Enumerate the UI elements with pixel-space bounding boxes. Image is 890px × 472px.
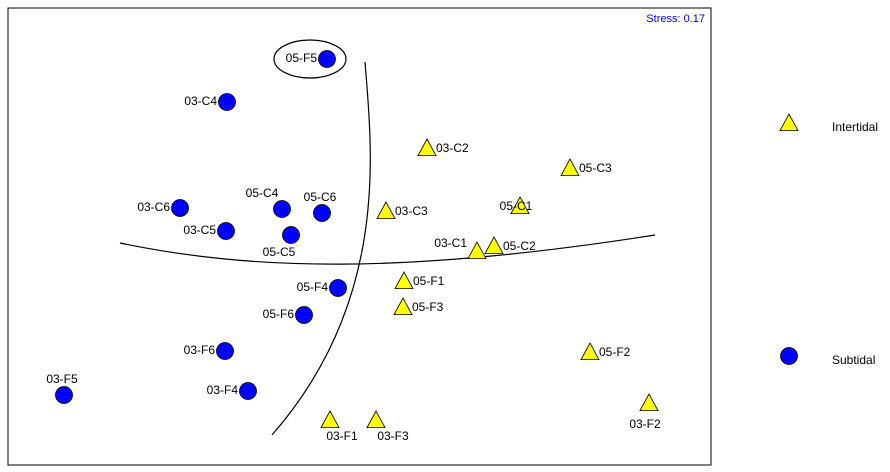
point-label: 05-C5 [263, 245, 296, 259]
legend-marker [779, 113, 799, 132]
data-point [239, 382, 257, 400]
plot-frame [7, 7, 712, 466]
data-point [318, 50, 336, 68]
point-label: 05-C6 [304, 190, 337, 204]
divider-curve [271, 61, 371, 436]
point-label: 03-F5 [46, 372, 78, 386]
data-point [313, 204, 331, 222]
data-point [273, 200, 291, 218]
legend-marker [780, 347, 798, 365]
point-label: 05-F2 [599, 345, 631, 359]
point-label: 05-F5 [286, 51, 318, 65]
data-point [484, 236, 504, 255]
point-label: 05-C2 [503, 239, 536, 253]
data-point [366, 410, 386, 429]
data-point [282, 226, 300, 244]
data-point [329, 279, 347, 297]
data-point [295, 306, 313, 324]
point-label: 05-F1 [413, 274, 445, 288]
data-point [217, 222, 235, 240]
point-label: 03-C6 [137, 200, 170, 214]
data-point [417, 138, 437, 157]
data-point [580, 342, 600, 361]
data-point [218, 93, 236, 111]
data-point [320, 410, 340, 429]
point-label: 05-C1 [500, 199, 533, 213]
point-label: 03-F3 [377, 429, 409, 443]
data-point [560, 158, 580, 177]
legend-label: Intertidal [832, 120, 878, 134]
point-label: 05-C3 [579, 161, 612, 175]
point-label: 05-C4 [246, 186, 279, 200]
data-point [55, 386, 73, 404]
divider-curve [119, 234, 656, 265]
point-label: 03-C2 [436, 141, 469, 155]
data-point [639, 393, 659, 412]
point-label: 03-C3 [395, 204, 428, 218]
legend-label: Subtidal [832, 353, 875, 367]
point-label: 05-F6 [263, 307, 295, 321]
point-label: 03-F4 [207, 383, 239, 397]
point-label: 03-C1 [434, 236, 467, 250]
data-point [394, 271, 414, 290]
highlight-ellipse [273, 39, 347, 79]
point-label: 03-C4 [184, 94, 217, 108]
data-point [216, 342, 234, 360]
data-point [393, 297, 413, 316]
point-label: 03-F1 [326, 429, 358, 443]
data-point [510, 196, 530, 215]
point-label: 05-F4 [297, 280, 329, 294]
point-label: 05-F3 [412, 300, 444, 314]
point-label: 03-F2 [629, 417, 661, 431]
point-label: 03-F6 [184, 343, 216, 357]
point-label: 03-C5 [183, 223, 216, 237]
data-point [376, 201, 396, 220]
stress-annotation: Stress: 0.17 [646, 13, 705, 25]
data-point [467, 241, 487, 260]
data-point [171, 199, 189, 217]
